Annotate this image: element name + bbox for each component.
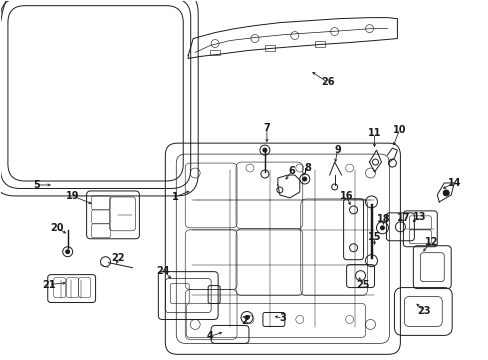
Text: 6: 6 <box>288 166 295 176</box>
Text: 19: 19 <box>66 191 79 201</box>
Circle shape <box>442 190 448 196</box>
Text: 26: 26 <box>320 77 334 87</box>
Text: 15: 15 <box>367 232 381 242</box>
Text: 25: 25 <box>355 280 368 289</box>
Circle shape <box>302 177 306 181</box>
Text: 5: 5 <box>33 180 40 190</box>
Text: 22: 22 <box>112 253 125 263</box>
Text: 24: 24 <box>156 266 170 276</box>
Bar <box>314 41 324 46</box>
Text: 13: 13 <box>412 212 425 222</box>
Text: 12: 12 <box>424 237 437 247</box>
Bar <box>264 45 274 50</box>
Text: 17: 17 <box>396 213 409 223</box>
Text: 1: 1 <box>172 192 178 202</box>
Bar <box>210 50 220 55</box>
Text: 14: 14 <box>447 178 460 188</box>
Text: 10: 10 <box>392 125 406 135</box>
Text: 3: 3 <box>279 314 285 324</box>
Text: 4: 4 <box>206 332 213 341</box>
Text: 18: 18 <box>376 214 389 224</box>
Text: 8: 8 <box>304 163 310 173</box>
Text: 21: 21 <box>42 280 56 289</box>
Circle shape <box>244 315 248 319</box>
Circle shape <box>380 226 384 230</box>
Text: 23: 23 <box>417 306 430 316</box>
Text: 9: 9 <box>334 145 340 155</box>
Text: 7: 7 <box>263 123 270 133</box>
Text: 20: 20 <box>50 223 63 233</box>
Text: 11: 11 <box>367 128 381 138</box>
Circle shape <box>65 250 69 254</box>
Text: 16: 16 <box>339 191 353 201</box>
Text: 2: 2 <box>241 316 248 327</box>
Circle shape <box>263 148 266 152</box>
